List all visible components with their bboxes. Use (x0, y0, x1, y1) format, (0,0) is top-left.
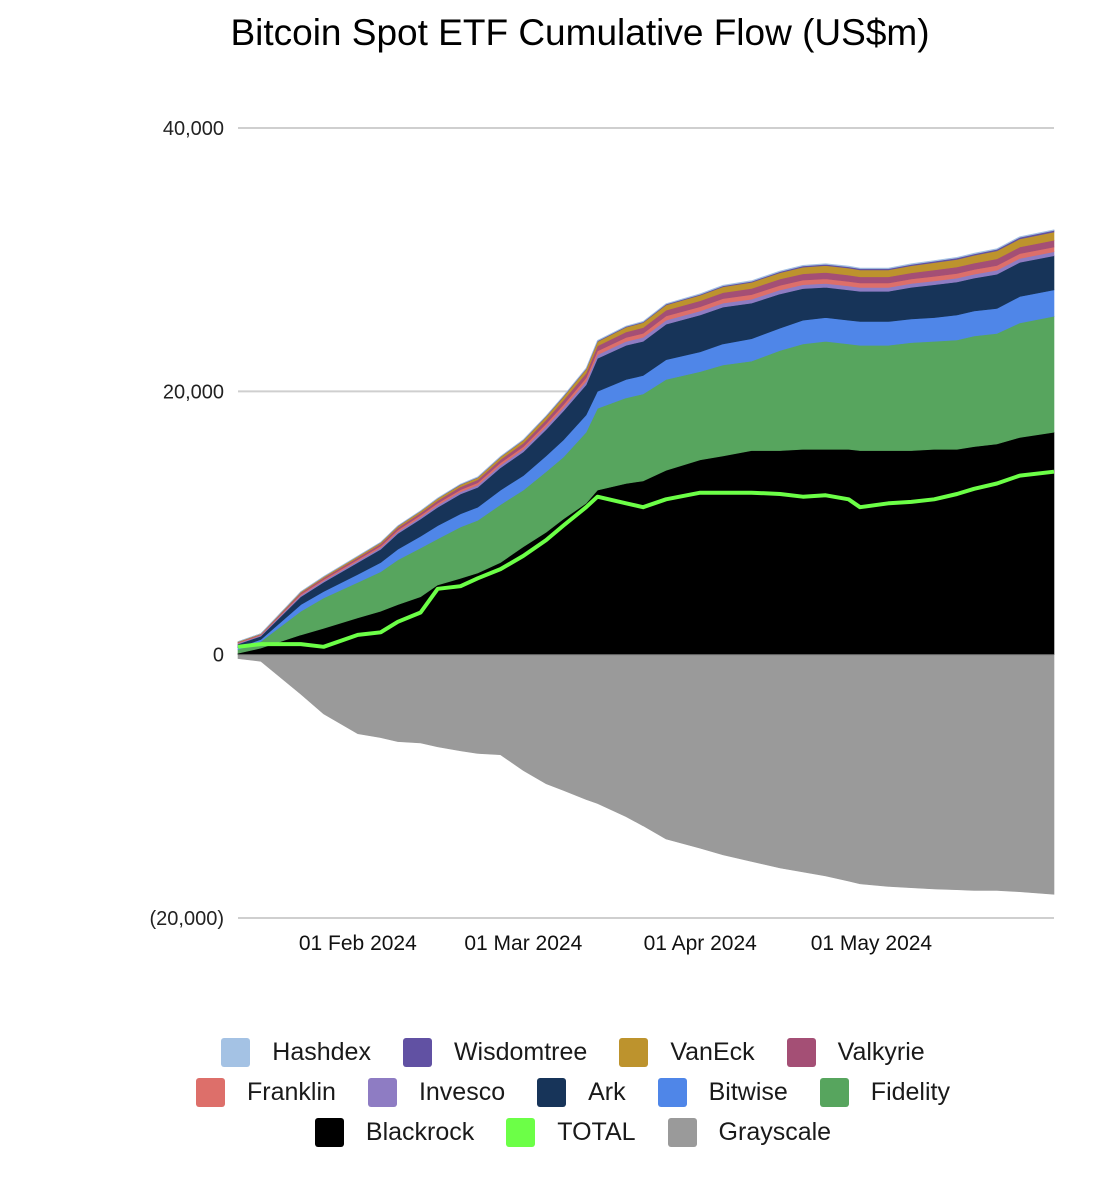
legend-item-franklin: Franklin (196, 1077, 336, 1107)
legend-row: Hashdex Wisdomtree VanEck Valkyrie (0, 1032, 1120, 1072)
y-tick-label: 40,000 (163, 118, 224, 140)
legend-label: TOTAL (557, 1117, 636, 1146)
legend-label: Blackrock (365, 1117, 475, 1146)
legend-item-wisdomtree: Wisdomtree (402, 1037, 588, 1067)
legend-row: Franklin Invesco Ark Bitwise Fidelity (0, 1072, 1120, 1112)
x-tick-label: 01 Mar 2024 (464, 932, 582, 955)
chart-title: Bitcoin Spot ETF Cumulative Flow (US$m) (230, 12, 930, 53)
legend-swatch (819, 1077, 849, 1107)
legend-item-ark: Ark (537, 1077, 626, 1107)
x-tick-label: 01 May 2024 (811, 932, 933, 955)
x-tick-label: 01 Feb 2024 (299, 932, 417, 955)
legend-swatch (786, 1037, 816, 1067)
legend-row: Blackrock TOTAL Grayscale (0, 1112, 1120, 1152)
legend-item-hashdex: Hashdex (221, 1037, 371, 1067)
legend-item-valkyrie: Valkyrie (786, 1037, 925, 1067)
legend-item-blackrock: Blackrock (314, 1117, 475, 1147)
legend-swatch (196, 1077, 226, 1107)
legend-label: Hashdex (272, 1037, 371, 1066)
x-tick-label: 01 Apr 2024 (644, 932, 758, 955)
legend-label: Valkyrie (837, 1037, 925, 1066)
stacked-areas (237, 229, 1055, 895)
y-tick-label: (20,000) (150, 908, 225, 930)
y-tick-label: 20,000 (163, 381, 224, 403)
legend-item-bitwise: Bitwise (657, 1077, 788, 1107)
legend-item-invesco: Invesco (367, 1077, 506, 1107)
y-tick-label: 0 (213, 645, 224, 667)
line-total (237, 469, 1055, 649)
legend-swatch (367, 1077, 397, 1107)
legend-swatch (667, 1117, 697, 1147)
legend-item-fidelity: Fidelity (819, 1077, 950, 1107)
legend-label: Fidelity (870, 1077, 950, 1106)
legend-label: Grayscale (718, 1117, 832, 1146)
legend-label: VanEck (670, 1037, 755, 1066)
legend-label: Wisdomtree (453, 1037, 588, 1066)
legend-label: Bitwise (708, 1077, 788, 1106)
area-grayscale (237, 654, 1055, 895)
legend-swatch (619, 1037, 649, 1067)
plot-area: 40,000 20,000 0 (20,000) 01 Feb 2024 01 Mar … (150, 118, 1055, 955)
legend-label: Ark (588, 1077, 626, 1106)
legend-swatch (506, 1117, 536, 1147)
legend: Hashdex Wisdomtree VanEck Valkyrie Franklin I… (0, 1032, 1120, 1152)
x-axis-ticks: 01 Feb 2024 01 Mar 2024 01 Apr 2024 01 May … (299, 932, 933, 955)
legend-label: Franklin (247, 1077, 336, 1106)
legend-swatch (314, 1117, 344, 1147)
legend-swatch (221, 1037, 251, 1067)
legend-item-total: TOTAL (506, 1117, 636, 1147)
y-axis-ticks: 40,000 20,000 0 (20,000) (150, 118, 225, 930)
area-hashdex (237, 229, 1055, 643)
legend-swatch (402, 1037, 432, 1067)
legend-swatch (537, 1077, 567, 1107)
series-lines (237, 469, 1055, 649)
legend-label: Invesco (418, 1077, 506, 1106)
legend-item-vaneck: VanEck (619, 1037, 755, 1067)
legend-swatch (657, 1077, 687, 1107)
legend-item-grayscale: Grayscale (667, 1117, 832, 1147)
